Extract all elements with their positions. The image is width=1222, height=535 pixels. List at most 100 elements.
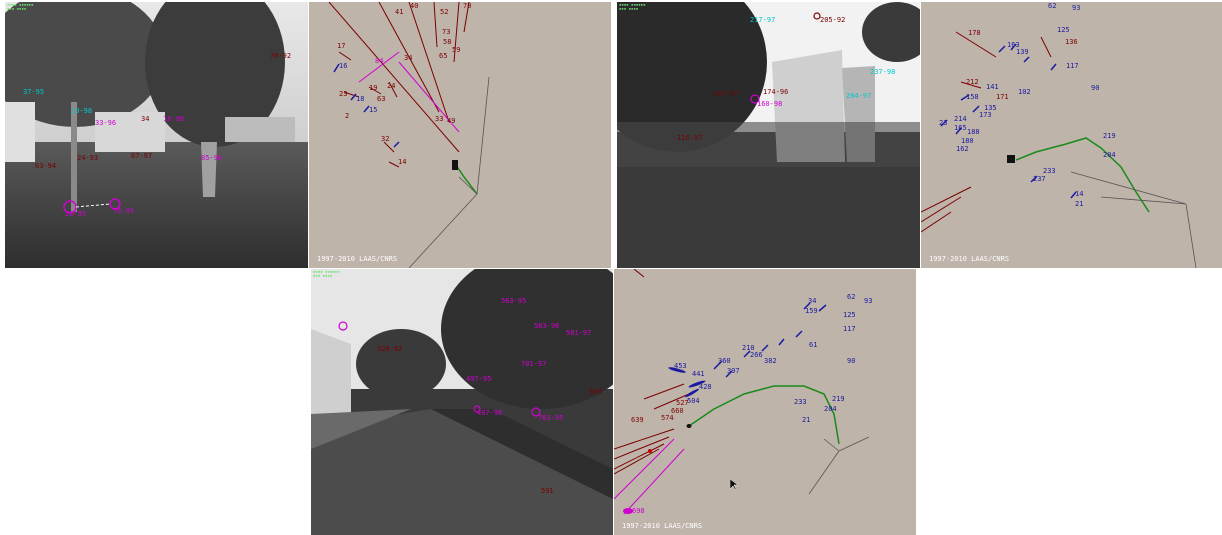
landmark-label: 158 xyxy=(966,93,979,101)
feature-label: 701-97 xyxy=(521,360,547,368)
map-scene-1 xyxy=(328,2,490,268)
feature-label: 19-98 xyxy=(71,107,93,115)
landmark-label: 16 xyxy=(339,62,348,70)
feature-label: 16-98 xyxy=(163,115,185,123)
landmark-label: 33 xyxy=(435,115,444,123)
landmark-label: 237 xyxy=(1033,175,1046,183)
landmark-label: 90 xyxy=(1091,84,1100,92)
camera-view-1: ▪▪▪▪ ▪▪▪▪▪▪ ▪▪▪ ▪▪▪▪ 70-92 34 24-93 67-9… xyxy=(5,2,308,268)
feature-label: 70-92 xyxy=(270,52,292,60)
camera-hud-2: ▪▪▪▪ ▪▪▪▪▪▪ ▪▪▪ ▪▪▪▪ xyxy=(619,2,646,11)
feature-label: 589 xyxy=(589,388,602,396)
feature-label: 237-98 xyxy=(870,68,896,76)
feature-label: 497-96 xyxy=(477,409,503,417)
feature-label: 85-96 xyxy=(201,154,223,162)
landmark-label: 360 xyxy=(718,357,731,365)
robot-marker-icon xyxy=(452,160,458,170)
feature-label: 174-96 xyxy=(763,88,789,96)
landmark-label: 233 xyxy=(794,398,807,406)
feature-label: 34 xyxy=(141,115,150,123)
feature-label: 116-97 xyxy=(677,134,703,142)
robot-marker-icon-3 xyxy=(686,424,692,428)
landmark-label: 23 xyxy=(339,90,348,98)
landmark-label: 574 xyxy=(661,414,674,422)
landmark-label: 453 xyxy=(674,362,687,370)
landmark-label: 59 xyxy=(452,46,461,54)
feature-label: 63-94 xyxy=(35,162,57,170)
landmark-label: 171 xyxy=(996,93,1009,101)
feature-label: 160-98 xyxy=(757,100,783,108)
feature-label: 204-97 xyxy=(846,92,872,100)
landmark-label: 49 xyxy=(447,117,456,125)
landmark-label: 84 xyxy=(375,57,384,65)
landmark-label: 214 xyxy=(954,115,967,123)
camera-view-3: ▪▪▪▪ ▪▪▪▪▪▪ ▪▪▪ ▪▪▪▪ 528-92 563-95 583-9… xyxy=(311,269,613,535)
landmark-label: 660 xyxy=(671,407,684,415)
landmark-label: 527 xyxy=(676,399,689,407)
landmark-label: 21 xyxy=(1075,200,1084,208)
landmark-label: 125 xyxy=(1057,26,1070,34)
landmark-label: 18 xyxy=(356,95,365,103)
map-view-2: 178 62 93 125 136 163 139 117 212 141 17… xyxy=(921,2,1222,268)
camera-scene-2 xyxy=(617,2,920,268)
landmark-label: 162 xyxy=(956,145,969,153)
feature-label: 528-92 xyxy=(377,345,403,353)
landmark-label: 233 xyxy=(1043,167,1056,175)
landmark-label: 188 xyxy=(967,128,980,136)
landmark-label: 73 xyxy=(442,28,451,36)
copyright-text: 1997-2010 LAAS/CNRS xyxy=(317,255,398,263)
landmark-label: 14 xyxy=(1075,190,1084,198)
landmark-label: 15 xyxy=(369,106,378,114)
landmark-label: 163 xyxy=(1007,41,1020,49)
landmark-label: 102 xyxy=(1018,88,1031,96)
feature-label: 497-95 xyxy=(466,375,492,383)
landmark-label: 23 xyxy=(939,119,948,127)
landmark-label: 2 xyxy=(345,112,350,120)
landmark-label: 178 xyxy=(968,29,981,37)
landmark-label: 204 xyxy=(1103,151,1116,159)
feature-label: 217-97 xyxy=(750,16,776,24)
copyright-text: 1997-2010 LAAS/CNRS xyxy=(929,255,1010,263)
landmark-label: 212 xyxy=(966,78,979,86)
landmark-label: 204 xyxy=(824,405,837,413)
landmark-label: 180 xyxy=(961,137,974,145)
feature-label: 26-95 xyxy=(65,210,87,218)
feature-label: 33-96 xyxy=(95,119,117,127)
feature-label: 76-95 xyxy=(113,207,135,215)
landmark-label: 62 xyxy=(847,293,856,301)
map-scene-3 xyxy=(614,269,870,515)
landmark-label: 219 xyxy=(1103,132,1116,140)
landmark-label: 21 xyxy=(802,416,811,424)
landmark-label: 34 xyxy=(808,297,817,305)
landmark-label: 61 xyxy=(809,341,818,349)
landmark-label: 41 xyxy=(395,8,404,16)
landmark-label: 173 xyxy=(979,111,992,119)
feature-label: 581-97 xyxy=(566,329,592,337)
landmark-label: 382 xyxy=(764,357,777,365)
landmark-label: 65 xyxy=(439,52,448,60)
landmark-label: 135 xyxy=(984,104,997,112)
feature-label: 563-95 xyxy=(501,297,527,305)
landmark-label: 62 xyxy=(1048,2,1057,10)
landmark-label: 266 xyxy=(750,351,763,359)
map-scene-2 xyxy=(921,31,1197,268)
landmark-label: 17 xyxy=(337,42,346,50)
landmark-label: 504 xyxy=(687,397,700,405)
landmark-label: 93 xyxy=(1072,4,1081,12)
landmark-label: 19 xyxy=(369,84,378,92)
landmark-label: 34 xyxy=(404,54,413,62)
landmark-label: 136 xyxy=(1065,38,1078,46)
landmark-label: 141 xyxy=(986,83,999,91)
landmark-label: 93 xyxy=(864,297,873,305)
landmark-label: 40 xyxy=(410,2,419,10)
camera-scene-3 xyxy=(311,269,613,535)
landmark-label: 698 xyxy=(632,507,645,515)
cursor-arrow-icon xyxy=(730,479,738,491)
landmark-label: 32 xyxy=(381,135,390,143)
landmark-label: 52 xyxy=(440,8,449,16)
landmark-label: 210 xyxy=(742,344,755,352)
copyright-text: 1997-2010 LAAS/CNRS xyxy=(622,522,703,530)
camera-scene-1 xyxy=(5,2,308,268)
feature-label: 591 xyxy=(541,487,554,495)
robot-marker-icon-2 xyxy=(1007,155,1015,163)
